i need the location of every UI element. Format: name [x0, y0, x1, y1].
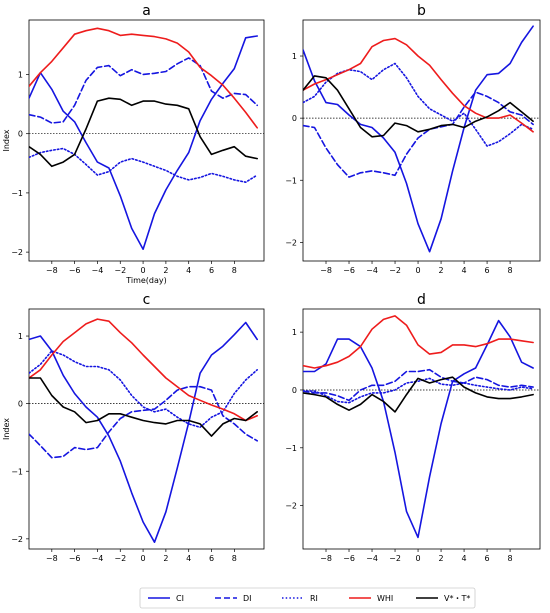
y-tick-label: −2: [11, 535, 23, 544]
series-line-whi: [303, 315, 534, 369]
x-tick-label: 8: [508, 266, 513, 275]
series-line-ri: [29, 147, 259, 183]
x-tick-label: −4: [92, 266, 104, 275]
panel-title: d: [417, 292, 426, 308]
series-line-ri: [303, 377, 534, 404]
series-line-whi: [303, 37, 534, 133]
panels: a −8 −6 −4 −2 0 2 4 6 8 −2 −1 0 1 Index Time(day) b −8 −6 −…: [2, 3, 541, 563]
series-line-di: [29, 57, 259, 124]
y-tick-label: −1: [11, 467, 23, 476]
x-tick-label: 4: [462, 554, 467, 563]
x-tick-label: −2: [114, 554, 126, 563]
x-tick-label: 0: [416, 554, 421, 563]
plot-frame: [28, 19, 265, 262]
x-tick-label: −8: [46, 266, 58, 275]
legend-box: [139, 587, 476, 609]
legend-label-whi: WHI: [377, 594, 393, 603]
series-line-di: [29, 385, 259, 459]
y-tick-label: −2: [285, 238, 297, 247]
x-tick-label: 6: [209, 266, 214, 275]
series-line-di: [303, 91, 534, 178]
x-tick-label: 6: [485, 266, 490, 275]
x-tick-label: −4: [366, 266, 378, 275]
series-line-ci: [303, 25, 534, 253]
y-tick-label: 0: [292, 386, 297, 395]
series-line-di: [303, 368, 534, 402]
plot-frame: [302, 19, 541, 262]
x-tick-label: −6: [343, 554, 355, 563]
x-tick-label: −2: [389, 554, 401, 563]
x-tick-label: −2: [114, 266, 126, 275]
series-line-ci: [29, 35, 259, 250]
series-line-whi: [29, 27, 259, 129]
y-axis-label: Index: [2, 129, 11, 151]
y-tick-label: 1: [292, 328, 297, 337]
legend-label-vt: V*・T*: [444, 594, 470, 603]
y-tick-label: −1: [285, 444, 297, 453]
x-tick-label: −4: [366, 554, 378, 563]
x-tick-label: 8: [232, 266, 237, 275]
series-line-vt: [29, 97, 259, 168]
x-tick-label: 6: [485, 554, 490, 563]
x-tick-label: −8: [46, 554, 58, 563]
legend-label-ri: RI: [310, 594, 318, 603]
x-tick-label: 2: [163, 266, 168, 275]
x-tick-label: −2: [389, 266, 401, 275]
panel-b: b −8 −6 −4 −2 0 2 4 6 8 −2 −1 0 1: [285, 3, 541, 275]
x-tick-label: −6: [69, 554, 81, 563]
series-line-vt: [303, 75, 534, 138]
series-line-vt: [303, 376, 534, 413]
y-tick-label: −2: [11, 248, 23, 257]
x-tick-label: −8: [320, 554, 332, 563]
series-line-ci: [29, 321, 259, 544]
panel-d: d −8 −6 −4 −2 0 2 4 6 8 −2 −1 0 1: [285, 292, 541, 563]
y-tick-label: 0: [18, 130, 23, 139]
x-tick-label: 8: [508, 554, 513, 563]
x-tick-label: 8: [232, 554, 237, 563]
y-tick-label: 1: [292, 52, 297, 61]
x-tick-label: 0: [416, 266, 421, 275]
x-tick-label: −6: [343, 266, 355, 275]
plot-frame: [302, 308, 541, 550]
panel-a: a −8 −6 −4 −2 0 2 4 6 8 −2 −1 0 1 Index Time(day): [2, 3, 265, 285]
panel-title: a: [142, 3, 151, 19]
x-tick-label: 2: [439, 554, 444, 563]
x-tick-label: −4: [92, 554, 104, 563]
x-tick-label: −8: [320, 266, 332, 275]
panel-title: b: [417, 3, 426, 19]
plot-frame: [28, 308, 265, 550]
y-tick-label: −1: [11, 189, 23, 198]
x-tick-label: 0: [141, 266, 146, 275]
legend: CI DI RI WHI V*・T*: [139, 587, 476, 609]
legend-label-ci: CI: [176, 594, 184, 603]
y-tick-label: −2: [285, 502, 297, 511]
y-tick-label: 1: [18, 70, 23, 79]
legend-label-di: DI: [243, 594, 252, 603]
y-tick-label: 0: [18, 400, 23, 409]
series-line-vt: [29, 377, 259, 437]
x-tick-label: 4: [186, 266, 191, 275]
series-line-whi: [29, 318, 259, 422]
y-tick-label: 0: [292, 114, 297, 123]
panel-c: c −8 −6 −4 −2 0 2 4 6 8 −2 −1 0 1 Index: [2, 292, 265, 563]
y-tick-label: −1: [285, 176, 297, 185]
x-tick-label: 4: [462, 266, 467, 275]
x-tick-label: 2: [439, 266, 444, 275]
y-tick-label: 1: [18, 332, 23, 341]
panel-title: c: [143, 292, 151, 308]
x-tick-label: 6: [209, 554, 214, 563]
series-line-ri: [29, 350, 259, 429]
x-tick-label: 2: [163, 554, 168, 563]
x-tick-label: 4: [186, 554, 191, 563]
x-tick-label: 0: [141, 554, 146, 563]
x-axis-label: Time(day): [125, 276, 167, 285]
series-line-ci: [303, 319, 534, 539]
y-axis-label: Index: [2, 418, 11, 440]
x-tick-label: −6: [69, 266, 81, 275]
